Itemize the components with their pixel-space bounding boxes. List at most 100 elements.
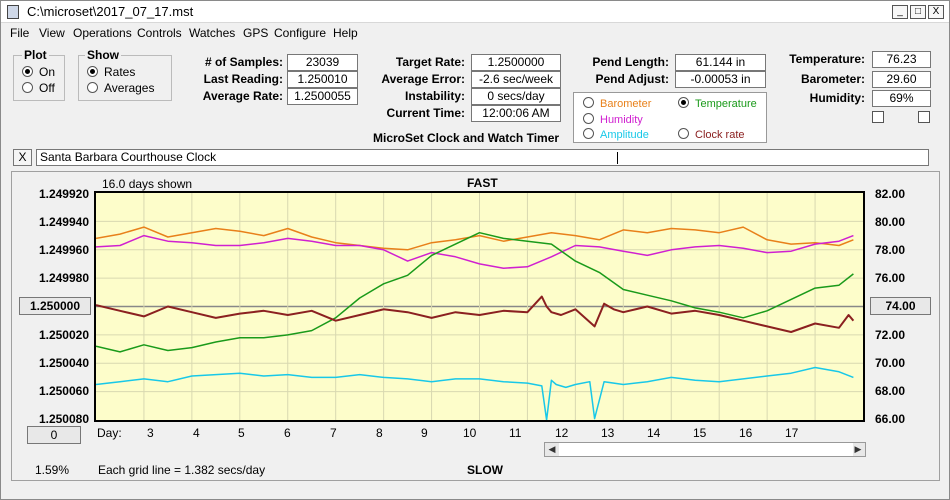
plot-off-radio[interactable]: Off [22,81,55,95]
clock-name-input[interactable]: Santa Barbara Courthouse Clock [36,149,929,166]
center-rate-button[interactable]: 1.250000 [19,297,91,315]
scroll-thumb[interactable] [559,443,853,456]
graph-svg [96,193,863,420]
day-tick-label: 10 [463,426,477,440]
day-prefix: Day: [97,426,122,440]
day-tick-label: 16 [739,426,753,440]
samples-value: 23039 [287,54,358,71]
sensor-amplitude-radio[interactable]: Amplitude [583,128,649,141]
left-tick-label: 1.250020 [38,328,89,342]
average-rate-value: 1.2500055 [287,88,358,105]
day-tick-label: 8 [376,426,383,440]
day-tick-label: 6 [284,426,291,440]
plot-area [94,191,865,422]
right-tick-label: 68.00 [875,384,906,398]
pend-adjust-label: Pend Adjust: [595,72,669,86]
menu-operations[interactable]: Operations [73,26,132,40]
maximize-button[interactable]: □ [910,5,926,19]
barometer-value: 29.60 [872,71,931,88]
left-tick-label: 1.249960 [38,243,89,257]
average-rate-label: Average Rate: [202,89,283,103]
humidity-value: 69% [872,90,931,107]
radio-unselected-icon [87,82,98,93]
left-tick-label: 1.250080 [38,412,89,426]
plot-on-radio[interactable]: On [22,65,55,79]
show-rates-radio[interactable]: Rates [87,65,135,79]
percent-label: 1.59% [35,463,70,477]
right-tick-label: 76.00 [875,271,906,285]
radio-unselected-icon [22,82,33,93]
sensor-clock-rate-radio[interactable]: Clock rate [678,128,745,141]
checkbox-right[interactable] [918,111,930,123]
sensor-temperature-radio[interactable]: Temperature [678,97,757,110]
sensor-amplitude-label: Amplitude [600,129,649,141]
center-temperature-button[interactable]: 74.00 [870,297,931,315]
radio-unselected-icon [583,97,594,108]
scroll-left-icon[interactable]: ◀ [548,444,556,454]
radio-selected-icon [87,66,98,77]
instability-value: 0 secs/day [471,88,561,105]
right-tick-label: 78.00 [875,243,906,257]
checkbox-left[interactable] [872,111,884,123]
sensor-temperature-label: Temperature [695,98,757,110]
menu-controls[interactable]: Controls [137,26,182,40]
day-tick-label: 13 [601,426,615,440]
menu-file[interactable]: File [10,26,30,40]
pend-length-label: Pend Length: [592,55,669,69]
day-tick-label: 17 [785,426,799,440]
sensor-humidity-radio[interactable]: Humidity [583,113,643,126]
left-tick-label: 1.249920 [38,187,89,201]
radio-unselected-icon [583,128,594,139]
instability-label: Instability: [404,89,465,103]
series-line-clock-rate [96,295,855,333]
clock-name-text: Santa Barbara Courthouse Clock [40,150,217,164]
plot-off-label: Off [39,81,55,95]
radio-unselected-icon [583,113,594,124]
slow-label: SLOW [467,463,503,477]
plot-on-label: On [39,65,56,79]
menu-gps[interactable]: GPS [243,26,269,40]
plot-group: Plot [13,48,65,101]
menu-watches[interactable]: Watches [189,26,236,40]
humidity-label: Humidity: [809,91,865,105]
day-tick-label: 5 [238,426,245,440]
day-tick-label: 15 [693,426,707,440]
show-averages-radio[interactable]: Averages [87,81,154,95]
graph-scrollbar[interactable]: ◀ ▶ [544,442,866,457]
sensor-humidity-label: Humidity [600,114,643,126]
average-error-value: -2.6 sec/week [471,71,561,88]
series-line-humidity [96,234,854,269]
menu-configure[interactable]: Configure [274,26,327,40]
right-tick-label: 82.00 [875,187,906,201]
close-button[interactable]: X [928,5,944,19]
current-time-label: Current Time: [386,106,465,120]
left-tick-label: 1.250040 [38,356,89,370]
series-line-temperature [96,231,854,353]
right-tick-label: 80.00 [875,215,906,229]
right-tick-label: 70.00 [875,356,906,370]
day-tick-label: 4 [193,426,200,440]
day-tick-label: 7 [330,426,337,440]
days-shown-label: 16.0 days shown [102,177,193,191]
day-tick-label: 12 [555,426,569,440]
day-tick-label: 9 [421,426,428,440]
current-time-value: 12:00:06 AM [471,105,561,122]
menu-view[interactable]: View [39,26,65,40]
scroll-right-icon[interactable]: ▶ [854,444,862,454]
minimize-button[interactable]: _ [892,5,908,19]
average-error-label: Average Error: [381,72,465,86]
app-icon [7,5,19,19]
grid-note: Each grid line = 1.382 secs/day [98,463,266,477]
pend-adjust-value: -0.00053 in [675,71,766,88]
right-tick-label: 72.00 [875,328,906,342]
app-caption: MicroSet Clock and Watch Timer [373,131,560,145]
menu-help[interactable]: Help [333,26,358,40]
zero-button[interactable]: 0 [27,426,81,444]
day-tick-label: 14 [647,426,661,440]
temperature-value: 76.23 [872,51,931,68]
target-rate-label: Target Rate: [395,55,465,69]
sensor-barometer-radio[interactable]: Barometer [583,97,651,110]
text-caret [617,152,618,164]
day-tick-label: 3 [147,426,154,440]
clear-note-button[interactable]: X [13,149,32,166]
